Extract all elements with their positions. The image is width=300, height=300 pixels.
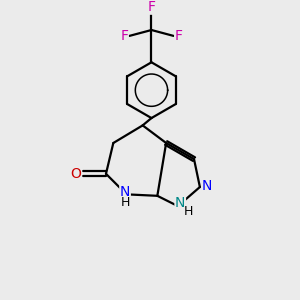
- Text: N: N: [202, 178, 212, 193]
- Text: H: H: [184, 206, 193, 218]
- Text: N: N: [120, 185, 130, 199]
- Text: F: F: [175, 29, 183, 43]
- Text: F: F: [148, 0, 155, 14]
- Text: F: F: [120, 29, 128, 43]
- Text: O: O: [70, 167, 82, 181]
- Text: H: H: [120, 196, 130, 209]
- Text: N: N: [175, 196, 185, 210]
